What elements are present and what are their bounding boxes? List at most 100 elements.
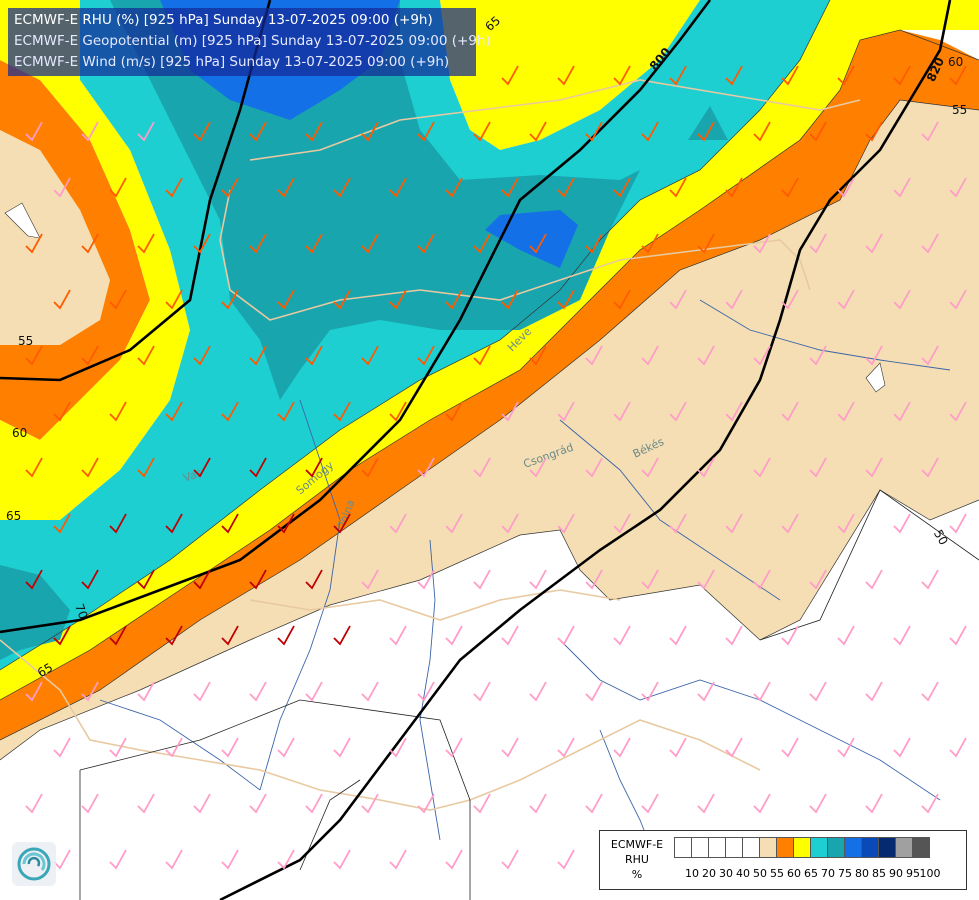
wind-barb [305, 121, 323, 142]
wind-barb [53, 737, 71, 758]
wind-barb [333, 401, 351, 422]
wind-barb [641, 345, 659, 366]
header-wind-title: ECMWF-E Wind (m/s) [925 hPa] Sunday 13-0… [14, 54, 450, 70]
legend-swatch [742, 837, 760, 858]
wind-barb [249, 233, 267, 254]
wind-barb [221, 625, 239, 646]
legend-tick-label: 70 [821, 867, 835, 880]
legend-swatch [827, 837, 845, 858]
wind-barb [473, 793, 491, 814]
wind-barb [333, 625, 351, 646]
country-borders [0, 79, 861, 811]
wind-barb [949, 65, 967, 86]
wind-barb [53, 401, 71, 422]
legend-swatch [912, 837, 930, 858]
wind-barb [333, 177, 351, 198]
wind-barb [949, 737, 967, 758]
wind-barb [221, 737, 239, 758]
wind-barb [389, 849, 407, 870]
wind-barb [809, 681, 827, 702]
wind-barb [249, 569, 267, 590]
rhu-gap-e [865, 362, 886, 393]
wind-barb [641, 233, 659, 254]
wind-barb [389, 177, 407, 198]
wind-barb [893, 401, 911, 422]
legend-swatch [708, 837, 726, 858]
wind-barb [193, 121, 211, 142]
wind-barb [949, 625, 967, 646]
wind-barb [333, 737, 351, 758]
wind-barb [305, 233, 323, 254]
wind-barb [557, 289, 575, 310]
wind-barb [193, 681, 211, 702]
wind-barb [109, 849, 127, 870]
wind-barb [473, 121, 491, 142]
wind-barb [81, 569, 99, 590]
wind-barb [837, 513, 855, 534]
wind-barb [837, 737, 855, 758]
wind-barb [557, 401, 575, 422]
legend-swatch [674, 837, 692, 858]
wind-barb [501, 625, 519, 646]
wind-barb [109, 177, 127, 198]
wind-barb [725, 289, 743, 310]
wind-barb [697, 793, 715, 814]
wind-barb [277, 737, 295, 758]
wind-barb [837, 625, 855, 646]
wind-barb [193, 793, 211, 814]
wind-barb [25, 121, 43, 142]
legend-tick-label: 65 [804, 867, 818, 880]
wind-barb [193, 569, 211, 590]
rhu-band-50-55 [0, 100, 979, 760]
rhu-band-55-60 [0, 30, 979, 740]
wind-barb [501, 289, 519, 310]
wind-barb [389, 289, 407, 310]
wind-barb [781, 65, 799, 86]
wind-barb [445, 737, 463, 758]
geopotential-contour-820 [219, 0, 952, 900]
wind-barb [557, 737, 575, 758]
wind-barb [529, 233, 547, 254]
wind-barb [641, 457, 659, 478]
rhu-band-50-55-nw [0, 130, 110, 345]
wind-barb [837, 401, 855, 422]
wind-barb [25, 233, 43, 254]
wind-barb [445, 849, 463, 870]
wind-barb [25, 457, 43, 478]
legend-swatch [759, 837, 777, 858]
wind-barb [529, 121, 547, 142]
rhu-label-4: 55 [18, 334, 33, 348]
wind-barb [417, 681, 435, 702]
wind-barb [249, 681, 267, 702]
wind-barb [725, 513, 743, 534]
geopotential-contour-800-w [0, 0, 272, 382]
wind-barb [585, 345, 603, 366]
legend-title-model: ECMWF-E [610, 838, 664, 851]
wind-barb [305, 793, 323, 814]
wind-barb [865, 121, 883, 142]
wind-barb [585, 569, 603, 590]
legend-swatch [844, 837, 862, 858]
wind-barb [501, 513, 519, 534]
wind-barb [921, 681, 939, 702]
wind-barb [893, 65, 911, 86]
wind-barb [753, 233, 771, 254]
wind-barb [137, 233, 155, 254]
wind-barb [361, 345, 379, 366]
legend-swatch [793, 837, 811, 858]
wind-barb [81, 681, 99, 702]
admin-lines [79, 489, 979, 900]
rhu-label-5: 60 [12, 426, 27, 440]
wind-barb [445, 513, 463, 534]
wind-barb [585, 793, 603, 814]
wind-barb [921, 793, 939, 814]
wind-barb [53, 289, 71, 310]
wind-barb [613, 401, 631, 422]
rhu-label-9: 65 [35, 660, 55, 680]
wind-barb [669, 625, 687, 646]
wind-barb [25, 345, 43, 366]
legend-tick-label: 20 [702, 867, 716, 880]
wind-barb [809, 233, 827, 254]
rhu-legend: ECMWF-E RHU % 10 20 30 40 50 55 60 65 70 75 80 85 90… [599, 830, 967, 890]
header-geopotential-title: ECMWF-E Geopotential (m) [925 hPa] Sunda… [14, 33, 491, 49]
